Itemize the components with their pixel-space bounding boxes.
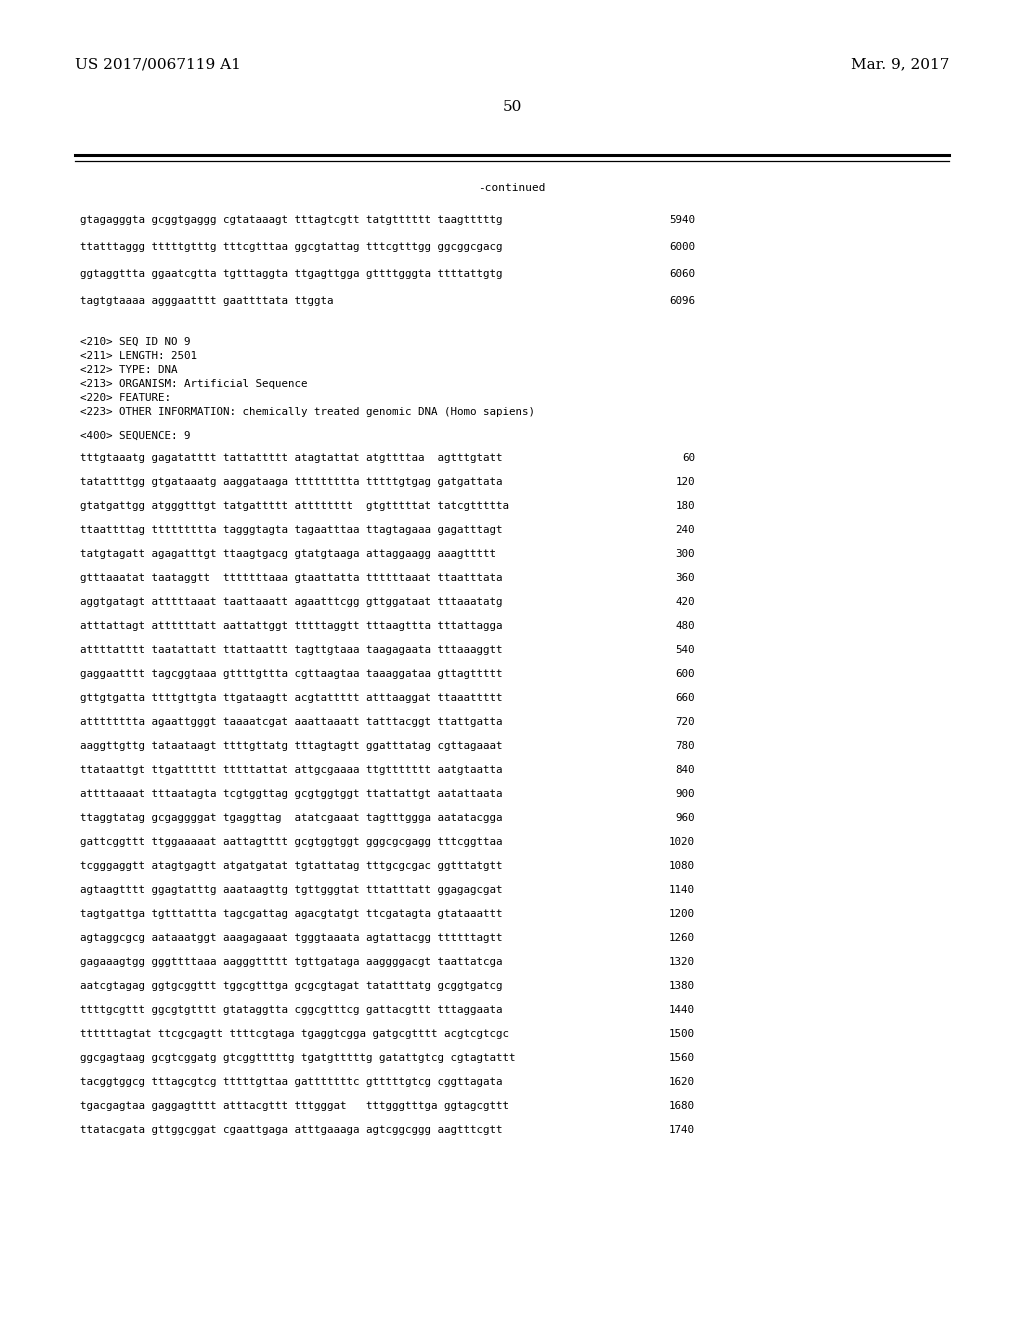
Text: 1020: 1020: [669, 837, 695, 847]
Text: <400> SEQUENCE: 9: <400> SEQUENCE: 9: [80, 432, 190, 441]
Text: agtaggcgcg aataaatggt aaagagaaat tgggtaaata agtattacgg ttttttagtt: agtaggcgcg aataaatggt aaagagaaat tgggtaa…: [80, 933, 503, 942]
Text: 50: 50: [503, 100, 521, 114]
Text: 480: 480: [676, 620, 695, 631]
Text: 600: 600: [676, 669, 695, 678]
Text: tacggtggcg tttagcgtcg tttttgttaa gatttttttc gtttttgtcg cggttagata: tacggtggcg tttagcgtcg tttttgttaa gattttt…: [80, 1077, 503, 1086]
Text: 1440: 1440: [669, 1005, 695, 1015]
Text: ttaattttag ttttttttta tagggtagta tagaatttaa ttagtagaaa gagatttagt: ttaattttag ttttttttta tagggtagta tagaatt…: [80, 525, 503, 535]
Text: atttattagt attttttatt aattattggt tttttaggtt tttaagttta tttattagga: atttattagt attttttatt aattattggt tttttag…: [80, 620, 503, 631]
Text: tgacgagtaa gaggagtttt atttacgttt tttgggat   tttgggtttga ggtagcgttt: tgacgagtaa gaggagtttt atttacgttt tttggga…: [80, 1101, 509, 1111]
Text: 1200: 1200: [669, 909, 695, 919]
Text: tatattttgg gtgataaatg aaggataaga ttttttttta tttttgtgag gatgattata: tatattttgg gtgataaatg aaggataaga ttttttt…: [80, 477, 503, 487]
Text: <213> ORGANISM: Artificial Sequence: <213> ORGANISM: Artificial Sequence: [80, 379, 307, 389]
Text: gtatgattgg atgggtttgt tatgattttt atttttttt  gtgtttttat tatcgttttta: gtatgattgg atgggtttgt tatgattttt atttttt…: [80, 502, 509, 511]
Text: <212> TYPE: DNA: <212> TYPE: DNA: [80, 366, 177, 375]
Text: gaggaatttt tagcggtaaa gttttgttta cgttaagtaa taaaggataa gttagttttt: gaggaatttt tagcggtaaa gttttgttta cgttaag…: [80, 669, 503, 678]
Text: 180: 180: [676, 502, 695, 511]
Text: 900: 900: [676, 789, 695, 799]
Text: tagtgattga tgtttattta tagcgattag agacgtatgt ttcgatagta gtataaattt: tagtgattga tgtttattta tagcgattag agacgta…: [80, 909, 503, 919]
Text: 780: 780: [676, 741, 695, 751]
Text: gagaaagtgg gggttttaaa aagggttttt tgttgataga aaggggacgt taattatcga: gagaaagtgg gggttttaaa aagggttttt tgttgat…: [80, 957, 503, 968]
Text: 6060: 6060: [669, 269, 695, 279]
Text: 1620: 1620: [669, 1077, 695, 1086]
Text: 6096: 6096: [669, 296, 695, 306]
Text: 1380: 1380: [669, 981, 695, 991]
Text: US 2017/0067119 A1: US 2017/0067119 A1: [75, 57, 241, 71]
Text: tagtgtaaaa agggaatttt gaattttata ttggta: tagtgtaaaa agggaatttt gaattttata ttggta: [80, 296, 334, 306]
Text: ttaggtatag gcgaggggat tgaggttag  atatcgaaat tagtttggga aatatacgga: ttaggtatag gcgaggggat tgaggttag atatcgaa…: [80, 813, 503, 822]
Text: 840: 840: [676, 766, 695, 775]
Text: aaggttgttg tataataagt ttttgttatg tttagtagtt ggatttatag cgttagaaat: aaggttgttg tataataagt ttttgttatg tttagta…: [80, 741, 503, 751]
Text: 1560: 1560: [669, 1053, 695, 1063]
Text: ggtaggttta ggaatcgtta tgtttaggta ttgagttgga gttttgggta ttttattgtg: ggtaggttta ggaatcgtta tgtttaggta ttgagtt…: [80, 269, 503, 279]
Text: <211> LENGTH: 2501: <211> LENGTH: 2501: [80, 351, 197, 360]
Text: tatgtagatt agagatttgt ttaagtgacg gtatgtaaga attaggaagg aaagttttt: tatgtagatt agagatttgt ttaagtgacg gtatgta…: [80, 549, 496, 558]
Text: ttttgcgttt ggcgtgtttt gtataggtta cggcgtttcg gattacgttt tttaggaata: ttttgcgttt ggcgtgtttt gtataggtta cggcgtt…: [80, 1005, 503, 1015]
Text: 240: 240: [676, 525, 695, 535]
Text: tttgtaaatg gagatatttt tattattttt atagtattat atgttttaa  agtttgtatt: tttgtaaatg gagatatttt tattattttt atagtat…: [80, 453, 503, 463]
Text: 660: 660: [676, 693, 695, 704]
Text: 60: 60: [682, 453, 695, 463]
Text: 1500: 1500: [669, 1030, 695, 1039]
Text: 300: 300: [676, 549, 695, 558]
Text: 1260: 1260: [669, 933, 695, 942]
Text: attttatttt taatattatt ttattaattt tagttgtaaa taagagaata tttaaaggtt: attttatttt taatattatt ttattaattt tagttgt…: [80, 645, 503, 655]
Text: 120: 120: [676, 477, 695, 487]
Text: ttttttagtat ttcgcgagtt ttttcgtaga tgaggtcgga gatgcgtttt acgtcgtcgc: ttttttagtat ttcgcgagtt ttttcgtaga tgaggt…: [80, 1030, 509, 1039]
Text: 960: 960: [676, 813, 695, 822]
Text: agtaagtttt ggagtatttg aaataagttg tgttgggtat tttatttatt ggagagcgat: agtaagtttt ggagtatttg aaataagttg tgttggg…: [80, 884, 503, 895]
Text: 1740: 1740: [669, 1125, 695, 1135]
Text: atttttttta agaattgggt taaaatcgat aaattaaatt tatttacggt ttattgatta: atttttttta agaattgggt taaaatcgat aaattaa…: [80, 717, 503, 727]
Text: 720: 720: [676, 717, 695, 727]
Text: ttatttaggg tttttgtttg tttcgtttaa ggcgtattag tttcgtttgg ggcggcgacg: ttatttaggg tttttgtttg tttcgtttaa ggcgtat…: [80, 242, 503, 252]
Text: 1080: 1080: [669, 861, 695, 871]
Text: 360: 360: [676, 573, 695, 583]
Text: <223> OTHER INFORMATION: chemically treated genomic DNA (Homo sapiens): <223> OTHER INFORMATION: chemically trea…: [80, 407, 535, 417]
Text: 1680: 1680: [669, 1101, 695, 1111]
Text: 5940: 5940: [669, 215, 695, 224]
Text: gttgtgatta ttttgttgta ttgataagtt acgtattttt atttaaggat ttaaattttt: gttgtgatta ttttgttgta ttgataagtt acgtatt…: [80, 693, 503, 704]
Text: -continued: -continued: [478, 183, 546, 193]
Text: tcgggaggtt atagtgagtt atgatgatat tgtattatag tttgcgcgac ggtttatgtt: tcgggaggtt atagtgagtt atgatgatat tgtatta…: [80, 861, 503, 871]
Text: gtagagggta gcggtgaggg cgtataaagt tttagtcgtt tatgtttttt taagtttttg: gtagagggta gcggtgaggg cgtataaagt tttagtc…: [80, 215, 503, 224]
Text: ggcgagtaag gcgtcggatg gtcggtttttg tgatgtttttg gatattgtcg cgtagtattt: ggcgagtaag gcgtcggatg gtcggtttttg tgatgt…: [80, 1053, 515, 1063]
Text: aggtgatagt atttttaaat taattaaatt agaatttcgg gttggataat tttaaatatg: aggtgatagt atttttaaat taattaaatt agaattt…: [80, 597, 503, 607]
Text: 1140: 1140: [669, 884, 695, 895]
Text: 420: 420: [676, 597, 695, 607]
Text: ttataattgt ttgatttttt tttttattat attgcgaaaa ttgttttttt aatgtaatta: ttataattgt ttgatttttt tttttattat attgcga…: [80, 766, 503, 775]
Text: 1320: 1320: [669, 957, 695, 968]
Text: aatcgtagag ggtgcggttt tggcgtttga gcgcgtagat tatatttatg gcggtgatcg: aatcgtagag ggtgcggttt tggcgtttga gcgcgta…: [80, 981, 503, 991]
Text: gattcggttt ttggaaaaat aattagtttt gcgtggtggt gggcgcgagg tttcggttaa: gattcggttt ttggaaaaat aattagtttt gcgtggt…: [80, 837, 503, 847]
Text: Mar. 9, 2017: Mar. 9, 2017: [851, 57, 949, 71]
Text: attttaaaat tttaatagta tcgtggttag gcgtggtggt ttattattgt aatattaata: attttaaaat tttaatagta tcgtggttag gcgtggt…: [80, 789, 503, 799]
Text: <210> SEQ ID NO 9: <210> SEQ ID NO 9: [80, 337, 190, 347]
Text: ttatacgata gttggcggat cgaattgaga atttgaaaga agtcggcggg aagtttcgtt: ttatacgata gttggcggat cgaattgaga atttgaa…: [80, 1125, 503, 1135]
Text: 6000: 6000: [669, 242, 695, 252]
Text: gtttaaatat taataggtt  tttttttaaa gtaattatta ttttttaaat ttaatttata: gtttaaatat taataggtt tttttttaaa gtaattat…: [80, 573, 503, 583]
Text: 540: 540: [676, 645, 695, 655]
Text: <220> FEATURE:: <220> FEATURE:: [80, 393, 171, 403]
